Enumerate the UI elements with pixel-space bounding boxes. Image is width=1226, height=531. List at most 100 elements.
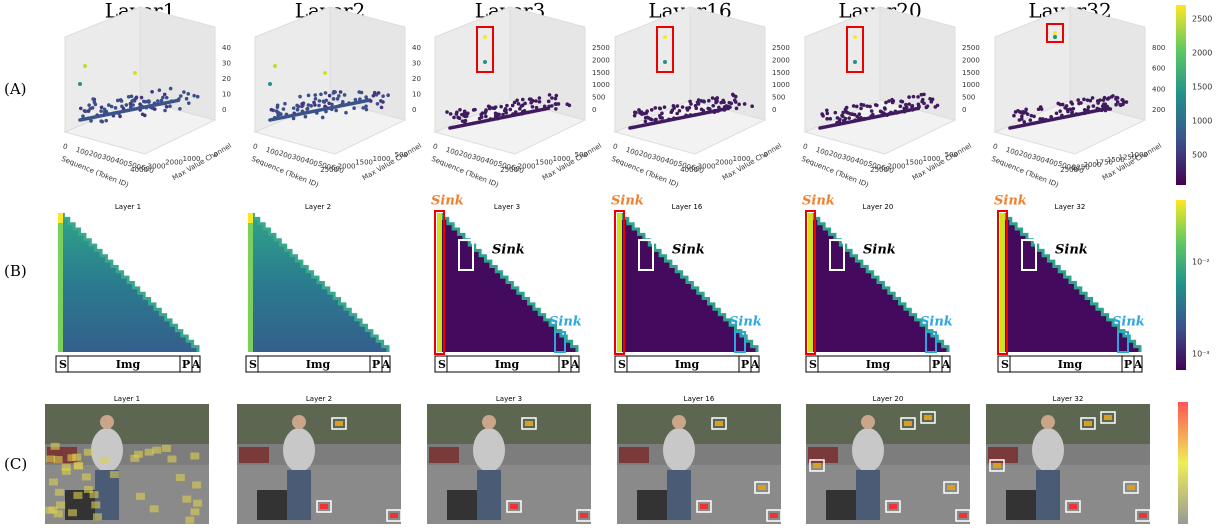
person [852,428,884,472]
point [844,107,848,111]
point [1039,105,1043,109]
point [307,94,311,98]
sink-label: Sink [549,315,582,330]
segment-label: Img [116,358,141,371]
point [445,110,449,114]
point [1076,98,1080,102]
point [728,101,732,105]
point [714,101,718,105]
point [1063,106,1067,110]
sink-label: Sink [729,315,762,330]
z-tick-label: 2000 [772,56,790,64]
segment-label: S [1001,358,1009,371]
point [1058,109,1062,113]
point [1107,107,1111,111]
point [1106,97,1110,101]
point [130,95,134,99]
point [1026,112,1030,116]
sink-label: Sink [920,315,953,330]
attention-cell [1139,513,1147,518]
point [640,112,644,116]
point [637,108,641,112]
point [547,107,551,111]
point [380,106,384,110]
x-tick-label: 0 [802,142,809,151]
car [619,447,649,463]
point [868,105,872,109]
point [550,104,554,108]
point [922,93,926,97]
z-tick-label: 1000 [772,81,790,89]
attention-cell [136,493,145,500]
point [129,102,133,106]
attention-cell [45,507,54,514]
panel-title: Layer 2 [306,395,332,403]
z-tick-label: 1500 [592,69,610,77]
person-legs [287,470,311,520]
sink-label: Sink [1112,315,1145,330]
segment-label: A [941,358,951,371]
scatter-3d [615,7,765,154]
attention-cell [1104,415,1112,420]
attention-cell [924,415,932,420]
attention-cell [758,485,766,490]
point [282,107,286,111]
attention-cell [100,457,109,464]
panel-title: Layer 16 [684,395,715,403]
point [187,101,191,105]
attention-cell [54,456,63,463]
panel-title: Layer 20 [873,395,904,403]
panel-title: Layer 32 [1055,203,1086,211]
point [511,104,515,108]
point [899,99,903,103]
sink-column [808,213,813,352]
segment-label: A [570,358,580,371]
outlier [663,35,667,39]
person-head [292,415,306,429]
bag [1006,490,1036,520]
point [920,100,924,104]
point [87,103,91,107]
image-sky [617,404,781,444]
point [100,105,104,109]
point [1028,118,1032,122]
point [859,107,863,111]
attention-cell [176,474,185,481]
point [654,118,658,122]
point [84,110,88,114]
pane [510,7,585,120]
point [377,91,381,95]
point [887,99,891,103]
point [313,93,317,97]
point [177,99,181,103]
attention-cell [55,489,64,496]
segment-label: Img [306,358,331,371]
segment-label: Img [1058,358,1083,371]
point [907,102,911,106]
point [934,105,938,109]
attention-cell [54,510,63,517]
attention-cell [82,473,91,480]
outlier [78,82,82,86]
point [722,100,726,104]
attention-cell [320,504,328,509]
z-tick-label: 500 [772,94,785,102]
attention-cell [993,463,1001,468]
attention-cell [72,454,81,461]
point [821,114,825,118]
point [898,105,902,109]
point [1014,110,1018,114]
row-label: (A) [4,80,27,98]
pane [690,7,765,120]
point [455,110,459,114]
point [138,102,142,106]
y-tick-label: 2000 [715,159,733,167]
attention-cell [62,468,71,475]
z-tick-label: 0 [772,106,776,114]
attention-cell [90,491,99,498]
point [185,97,189,101]
colorbar-tick-label: 1500 [1192,83,1212,92]
segment-label: A [750,358,760,371]
y-tick-label: 1500 [535,159,553,167]
z-tick-label: 2500 [962,44,980,52]
